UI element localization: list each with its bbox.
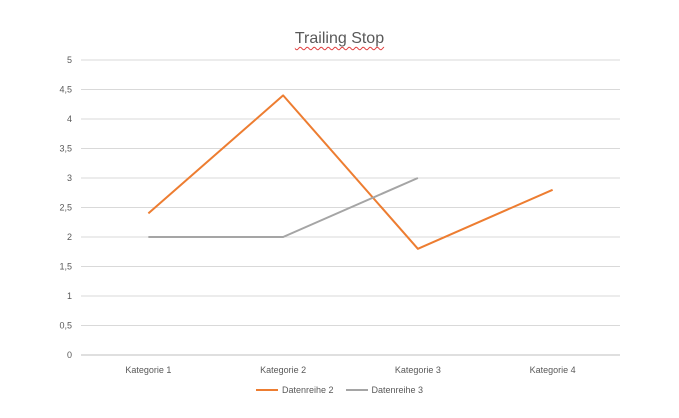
x-tick-label: Kategorie 4 [530,365,576,375]
chart-title: Trailing Stop [294,30,385,47]
legend-swatch [255,389,278,391]
y-tick-label: 4,5 [59,85,72,95]
y-tick-label: 1 [67,291,72,301]
series-line [147,94,554,250]
x-tick-label: Kategorie 1 [125,365,171,375]
y-tick-label: 3 [67,173,72,183]
x-tick-label: Kategorie 3 [395,365,441,375]
series-line [148,177,419,238]
y-tick-label: 1,5 [59,262,72,272]
y-tick-label: 3,5 [59,144,72,154]
legend: Datenreihe 2 Datenreihe 3 [0,385,679,395]
y-tick-label: 0 [67,350,72,360]
y-tick-label: 2 [67,232,72,242]
x-tick-label: Kategorie 2 [260,365,306,375]
y-tick-label: 5 [67,55,72,65]
legend-label: Datenreihe 2 [281,385,334,395]
legend-swatch [345,389,368,391]
legend-item: Datenreihe 2 [255,385,334,395]
y-tick-label: 2,5 [59,203,72,213]
y-tick-label: 4 [67,114,72,124]
legend-label: Datenreihe 3 [371,385,424,395]
legend-item: Datenreihe 3 [345,385,424,395]
y-tick-label: 0,5 [59,321,72,331]
